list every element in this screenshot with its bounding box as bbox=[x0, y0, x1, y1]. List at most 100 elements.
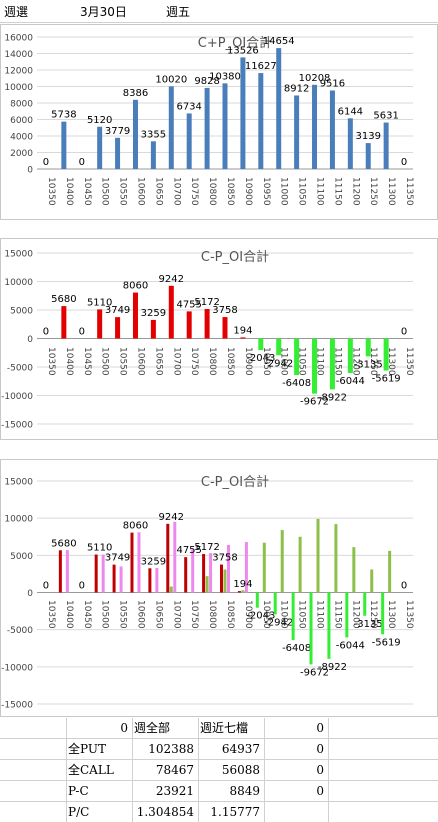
data-label: -2043 bbox=[246, 353, 275, 364]
x-tick-label: 11200 bbox=[350, 347, 360, 376]
x-tick-label: 10750 bbox=[189, 600, 199, 629]
bar-series-2 bbox=[137, 532, 141, 593]
x-tick-label: 10400 bbox=[64, 600, 74, 629]
bar bbox=[347, 118, 353, 169]
x-tick-label: 11050 bbox=[297, 177, 307, 206]
bar-series-2 bbox=[262, 542, 266, 593]
chart-title: C-P_OI合計 bbox=[201, 474, 269, 490]
bar-series-2 bbox=[227, 544, 230, 593]
x-tick-label: 10600 bbox=[135, 347, 145, 376]
bar bbox=[186, 113, 192, 169]
x-tick-label: 10350 bbox=[46, 347, 56, 376]
data-label: 3259 bbox=[141, 556, 166, 567]
chart-cmp-sum-detail-svg: -15000 -10000 -5000 0 5000 10000 15000 C-P_OI合計… bbox=[1, 474, 414, 711]
row-pc-all: 23921 bbox=[155, 784, 194, 798]
bar-series-1 bbox=[202, 554, 206, 593]
row-pcratio-label: P/C bbox=[68, 805, 90, 819]
data-label: 0 bbox=[43, 157, 49, 168]
table-header-all: 週全部 bbox=[134, 721, 171, 735]
data-label: 5738 bbox=[51, 110, 76, 121]
x-tick-label: 10850 bbox=[225, 600, 235, 629]
x-tick-label: 10600 bbox=[135, 177, 145, 206]
x-tick-label: 11350 bbox=[404, 177, 414, 206]
chart-cmp-sum[interactable]: -15000 -10000 -5000 0 5000 10000 15000 C-P_OI合計… bbox=[0, 238, 438, 440]
bar-series-2 bbox=[298, 536, 302, 593]
bar bbox=[204, 87, 210, 169]
data-label: -2942 bbox=[264, 358, 293, 369]
bar bbox=[294, 95, 300, 169]
row-pcratio-near7: 1.15777 bbox=[210, 805, 260, 819]
x-tick-label: 10400 bbox=[64, 347, 74, 376]
x-tick-label: 10850 bbox=[225, 177, 235, 206]
data-label: 6144 bbox=[338, 106, 363, 117]
bar-series-2 bbox=[101, 554, 105, 593]
y-tick-label: -10000 bbox=[1, 663, 33, 673]
data-label: 9242 bbox=[159, 512, 184, 523]
data-label: 8912 bbox=[284, 83, 309, 94]
y-tick-label: -15000 bbox=[1, 701, 33, 711]
bar-series-2 bbox=[173, 521, 177, 593]
x-tick-label: 11150 bbox=[332, 600, 342, 629]
x-tick-label: 10700 bbox=[171, 600, 181, 629]
bar bbox=[132, 99, 138, 169]
data-label: 6734 bbox=[176, 101, 201, 112]
y-tick-label: 5000 bbox=[10, 552, 33, 562]
data-label: 5110 bbox=[87, 297, 112, 308]
data-label: 0 bbox=[401, 157, 407, 168]
bar bbox=[222, 317, 228, 339]
data-label: -8922 bbox=[318, 662, 347, 673]
bar-series-2 bbox=[191, 549, 195, 593]
bar-series-1 bbox=[220, 564, 223, 593]
y-tick-label: 0 bbox=[27, 166, 33, 176]
x-tick-label: 10950 bbox=[261, 177, 271, 206]
bar-series-2 bbox=[65, 550, 69, 593]
bar bbox=[204, 309, 210, 339]
data-label: 5172 bbox=[194, 542, 219, 553]
header-week-option: 週選 bbox=[4, 5, 29, 19]
bar-series-1 bbox=[291, 592, 295, 641]
x-tick-label: 10450 bbox=[82, 347, 92, 376]
bar-series-1 bbox=[363, 592, 367, 616]
x-tick-label: 11100 bbox=[315, 177, 325, 206]
data-label: 5172 bbox=[194, 297, 219, 308]
bar bbox=[347, 338, 353, 373]
data-label: 0 bbox=[79, 157, 85, 168]
data-label: -2043 bbox=[246, 611, 275, 622]
data-label: 3749 bbox=[105, 553, 130, 564]
bar bbox=[276, 48, 282, 169]
y-tick-label: 12000 bbox=[4, 67, 33, 77]
bar-series-1 bbox=[273, 592, 277, 615]
bar-series-2 bbox=[352, 547, 356, 593]
data-label: 4755 bbox=[176, 299, 201, 310]
x-tick-label: 11250 bbox=[368, 600, 378, 629]
row-call-label: 全CALL bbox=[68, 763, 114, 777]
y-tick-label: 15000 bbox=[4, 478, 33, 488]
data-label: 0 bbox=[401, 327, 407, 338]
x-tick-label: 11000 bbox=[279, 600, 289, 629]
bar bbox=[115, 317, 121, 339]
data-label: 0 bbox=[43, 327, 49, 338]
x-tick-label: 10350 bbox=[46, 177, 56, 206]
data-label: 11627 bbox=[245, 61, 277, 72]
x-tick-label: 11150 bbox=[332, 347, 342, 376]
chart-cmp-sum-detail[interactable]: -15000 -10000 -5000 0 5000 10000 15000 C-P_OI合計… bbox=[0, 459, 438, 717]
bar-series-1 bbox=[112, 564, 116, 593]
x-tick-label: 10450 bbox=[82, 177, 92, 206]
bar-series-3 bbox=[241, 590, 245, 593]
x-tick-label: 11300 bbox=[386, 347, 396, 376]
data-label: 3749 bbox=[105, 305, 130, 316]
bar bbox=[276, 338, 282, 356]
bar bbox=[150, 141, 156, 169]
bar bbox=[365, 143, 371, 169]
bar-series-2 bbox=[280, 530, 284, 593]
bar-series-2 bbox=[119, 566, 123, 593]
x-tick-label: 10950 bbox=[261, 600, 271, 629]
x-tick-label: 11050 bbox=[297, 600, 307, 629]
bar bbox=[294, 338, 300, 376]
data-label: -2942 bbox=[264, 617, 293, 628]
data-label: 3355 bbox=[141, 129, 166, 140]
chart-cp-sum[interactable]: 0 2000 4000 6000 8000 10000 12000 14000 16000 C+P… bbox=[0, 24, 438, 220]
bar bbox=[97, 309, 103, 339]
row-call-near7: 56088 bbox=[221, 763, 260, 777]
x-tick-label: 10800 bbox=[207, 600, 217, 629]
